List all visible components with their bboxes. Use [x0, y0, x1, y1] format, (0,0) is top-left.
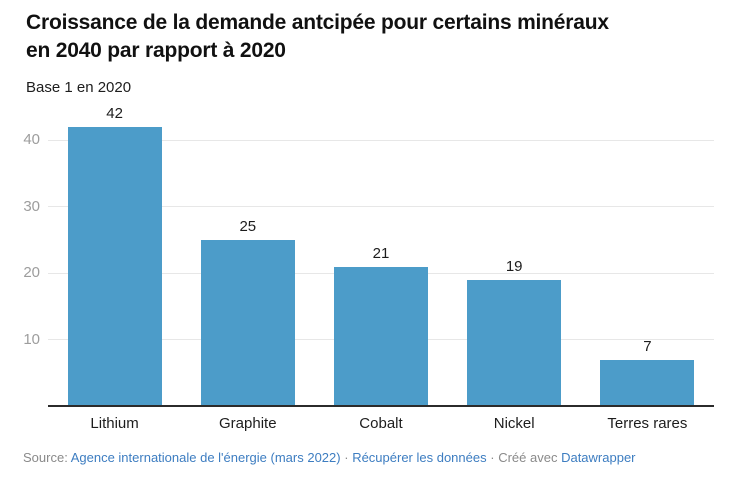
bar-value-label: 42 [106, 105, 123, 122]
bar[interactable] [334, 267, 428, 406]
bar[interactable] [467, 280, 562, 406]
chart-title: Croissance de la demande antcipée pour c… [26, 9, 714, 65]
x-axis-category-label: Lithium [90, 415, 139, 432]
x-axis-category-label: Nickel [493, 415, 535, 432]
bar[interactable] [200, 240, 295, 406]
chart-title-line2: en 2040 par rapport à 2020 [26, 39, 286, 62]
footer: Source: Agence internationale de l'énerg… [23, 449, 720, 466]
bar-value-label: 21 [372, 245, 390, 262]
x-axis-line [48, 405, 714, 407]
y-axis-tick-label: 20 [23, 264, 40, 282]
x-axis-category-label: Terres rares [607, 415, 688, 432]
y-axis-tick-label: 40 [23, 131, 40, 149]
source-link[interactable]: Agence internationale de l'énergie (mars… [70, 450, 341, 465]
y-axis-tick-label: 30 [23, 197, 40, 215]
bar[interactable] [600, 360, 695, 406]
x-axis-category-label: Graphite [219, 415, 277, 432]
chart-subtitle: Base 1 en 2020 [26, 79, 132, 96]
gridline [48, 206, 714, 208]
chart-header: Croissance de la demande antcipée pour c… [0, 0, 740, 97]
bar-value-label: 25 [239, 218, 257, 235]
x-axis-category-label: Cobalt [359, 415, 403, 432]
footer-separator-icon: · [344, 450, 349, 465]
get-the-data-link[interactable]: Récupérer les données [352, 450, 487, 465]
created-with-label: Créé avec [498, 450, 558, 465]
source-label: Source: [23, 450, 68, 465]
bar[interactable] [67, 127, 162, 406]
y-axis-tick-label: 10 [23, 330, 40, 348]
datawrapper-link[interactable]: Datawrapper [561, 450, 636, 465]
bar-value-label: 19 [505, 258, 523, 275]
chart-title-line1: Croissance de la demande antcipée pour c… [26, 11, 609, 34]
bar-value-label: 7 [643, 338, 652, 355]
footer-separator-icon: · [490, 450, 495, 465]
gridline [48, 139, 714, 141]
